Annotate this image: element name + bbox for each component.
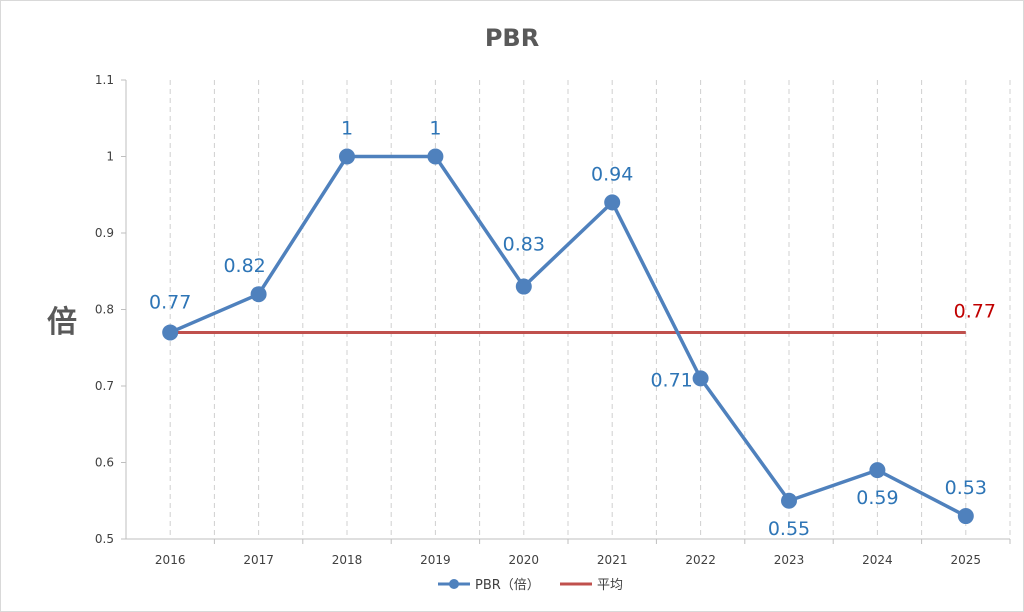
x-tick-label: 2025 — [951, 553, 982, 567]
pbr-data-label: 0.71 — [650, 369, 692, 391]
pbr-data-label: 0.83 — [503, 234, 545, 256]
pbr-point — [339, 148, 355, 165]
pbr-point — [427, 148, 444, 165]
x-tick-label: 2021 — [597, 553, 628, 567]
legend-pbr-label: PBR（倍） — [475, 578, 540, 593]
y-tick-label: 1.1 — [95, 73, 114, 87]
pbr-data-label: 0.82 — [223, 255, 265, 277]
pbr-data-label: 0.55 — [768, 518, 810, 540]
series-layer — [162, 148, 974, 525]
pbr-point — [781, 492, 797, 509]
pbr-line — [169, 154, 967, 518]
pbr-point — [869, 462, 886, 479]
y-tick-label: 0.8 — [95, 303, 114, 317]
pbr-point — [515, 278, 532, 295]
legend-average-label: 平均 — [597, 578, 623, 593]
y-tick-label: 1 — [106, 150, 114, 164]
gridlines — [169, 80, 1011, 539]
pbr-data-label: 0.94 — [591, 163, 633, 185]
legend: PBR（倍） 平均 — [438, 578, 623, 593]
pbr-data-label: 0.77 — [149, 291, 191, 313]
pbr-point — [604, 194, 621, 211]
pbr-data-label: 0.53 — [945, 477, 987, 499]
x-tick-label: 2017 — [243, 553, 274, 567]
pbr-data-label: 0.59 — [856, 487, 898, 509]
y-axis-ticks: 0.5 0.6 0.7 0.8 0.9 1 1.1 — [95, 73, 126, 546]
x-tick-label: 2020 — [509, 553, 540, 567]
pbr-point — [250, 286, 267, 303]
pbr-point — [162, 324, 179, 341]
y-tick-label: 0.5 — [95, 532, 114, 546]
pbr-point — [692, 370, 709, 387]
y-tick-label: 0.7 — [95, 379, 114, 393]
y-tick-label: 0.6 — [95, 456, 114, 470]
x-tick-label: 2022 — [685, 553, 716, 567]
x-tick-label: 2023 — [774, 553, 805, 567]
x-tick-label: 2016 — [155, 553, 186, 567]
pbr-data-label: 1 — [429, 118, 441, 140]
pbr-data-label: 1 — [341, 118, 353, 140]
x-tick-label: 2018 — [332, 553, 363, 567]
x-tick-label: 2024 — [862, 553, 893, 567]
y-axis-title: 倍 — [47, 305, 77, 340]
y-tick-label: 0.9 — [95, 226, 114, 240]
x-tick-label: 2019 — [420, 553, 451, 567]
pbr-point — [957, 508, 974, 525]
legend-pbr-marker — [449, 579, 459, 589]
x-axis-ticks: 2016 2017 2018 2019 2020 2021 2022 2023 2024 2025 — [155, 539, 1011, 567]
chart-title: PBR — [485, 24, 539, 52]
data-labels: 0.77 0.77 0.82 1 1 0.83 0.94 0.71 0.55 0.59 0.53 — [149, 118, 996, 540]
average-end-label: 0.77 — [954, 300, 996, 322]
